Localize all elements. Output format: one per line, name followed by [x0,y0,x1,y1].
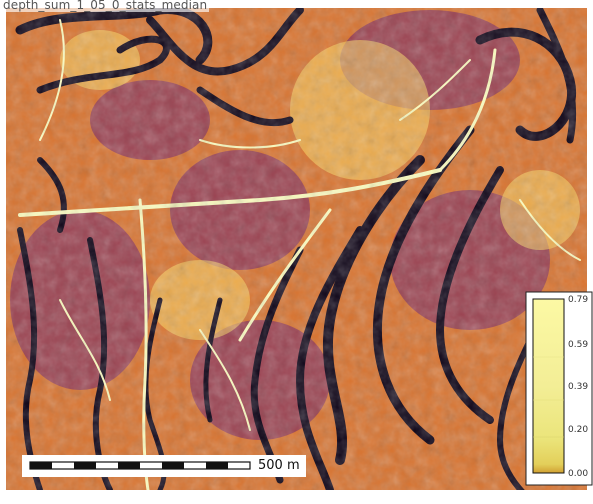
legend-tick-3: 0.39 [568,382,589,392]
scalebar-segment [74,462,96,469]
scalebar [22,455,306,477]
texture-overlay [6,4,587,490]
legend-tick-4: 0.20 [568,425,589,435]
scalebar-segment [118,462,140,469]
map-title: depth_sum_1_05_0_stats_median [1,0,210,12]
legend-tick-max: 0.79 [568,295,589,305]
scalebar-segment [162,462,184,469]
legend-colorbar [532,298,565,474]
legend-tick-min: 0.00 [568,469,589,479]
scalebar-label: 500 m [258,458,300,473]
legend [525,291,593,486]
legend-tick-2: 0.59 [568,340,589,350]
scalebar-segment [206,462,228,469]
scalebar-segment [30,462,52,469]
